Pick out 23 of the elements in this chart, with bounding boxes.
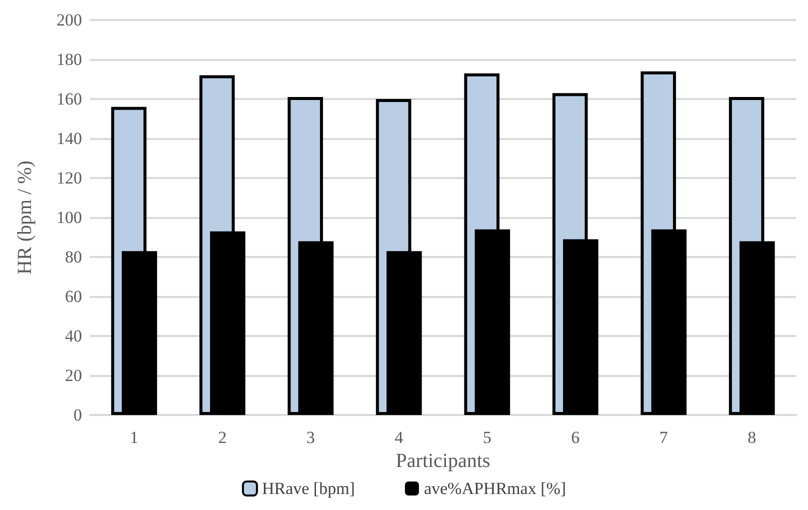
x-axis-title: Participants xyxy=(396,450,490,472)
y-tick-label: 20 xyxy=(65,366,82,385)
x-tick-label: 3 xyxy=(306,428,315,447)
y-axis-title: HR (bpm / %) xyxy=(14,160,36,274)
x-tick-label: 2 xyxy=(218,428,227,447)
y-tick-label: 140 xyxy=(56,129,82,148)
legend-label: HRave [bpm] xyxy=(262,479,355,498)
y-tick-label: 80 xyxy=(65,248,82,266)
y-tick-label: 100 xyxy=(56,208,82,227)
y-tick-label: 0 xyxy=(74,406,82,424)
x-tick-label: 5 xyxy=(482,428,492,447)
y-tick-label: 160 xyxy=(56,90,82,108)
x-tick-label: 6 xyxy=(571,428,580,447)
y-tick-label: 40 xyxy=(65,326,82,346)
x-tick-label: 4 xyxy=(394,428,404,447)
y-tick-label: 200 xyxy=(56,10,82,30)
y-tick-label: 60 xyxy=(65,287,82,306)
y-tick-label: 120 xyxy=(56,168,82,188)
x-tick-label: 7 xyxy=(659,428,668,447)
x-tick-label: 8 xyxy=(748,428,756,447)
x-tick-label: 1 xyxy=(130,428,138,447)
legend-label: ave%APHRmax [%] xyxy=(424,479,566,498)
y-tick-label: 180 xyxy=(56,50,82,69)
